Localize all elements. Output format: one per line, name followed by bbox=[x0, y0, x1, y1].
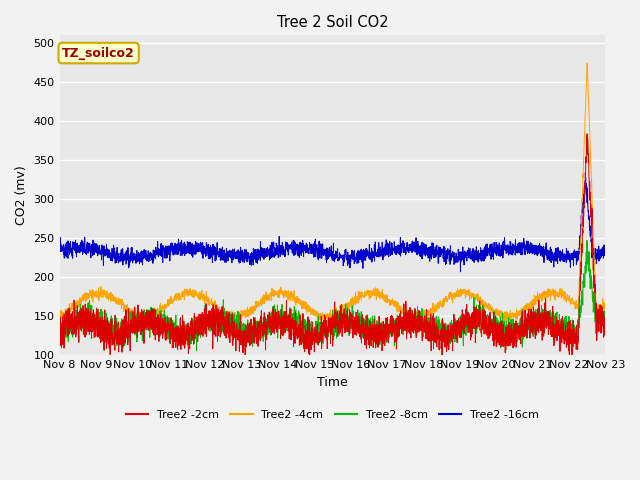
Title: Tree 2 Soil CO2: Tree 2 Soil CO2 bbox=[276, 15, 388, 30]
Y-axis label: CO2 (mv): CO2 (mv) bbox=[15, 166, 28, 225]
Legend: Tree2 -2cm, Tree2 -4cm, Tree2 -8cm, Tree2 -16cm: Tree2 -2cm, Tree2 -4cm, Tree2 -8cm, Tree… bbox=[122, 406, 543, 424]
Text: TZ_soilco2: TZ_soilco2 bbox=[62, 47, 135, 60]
X-axis label: Time: Time bbox=[317, 376, 348, 389]
